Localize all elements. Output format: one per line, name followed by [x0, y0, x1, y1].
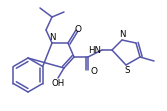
Text: OH: OH: [51, 78, 65, 87]
Text: O: O: [74, 25, 81, 34]
Text: N: N: [119, 30, 125, 39]
Text: HN: HN: [88, 46, 101, 55]
Text: N: N: [49, 33, 55, 42]
Text: O: O: [91, 66, 98, 75]
Text: S: S: [124, 66, 130, 75]
